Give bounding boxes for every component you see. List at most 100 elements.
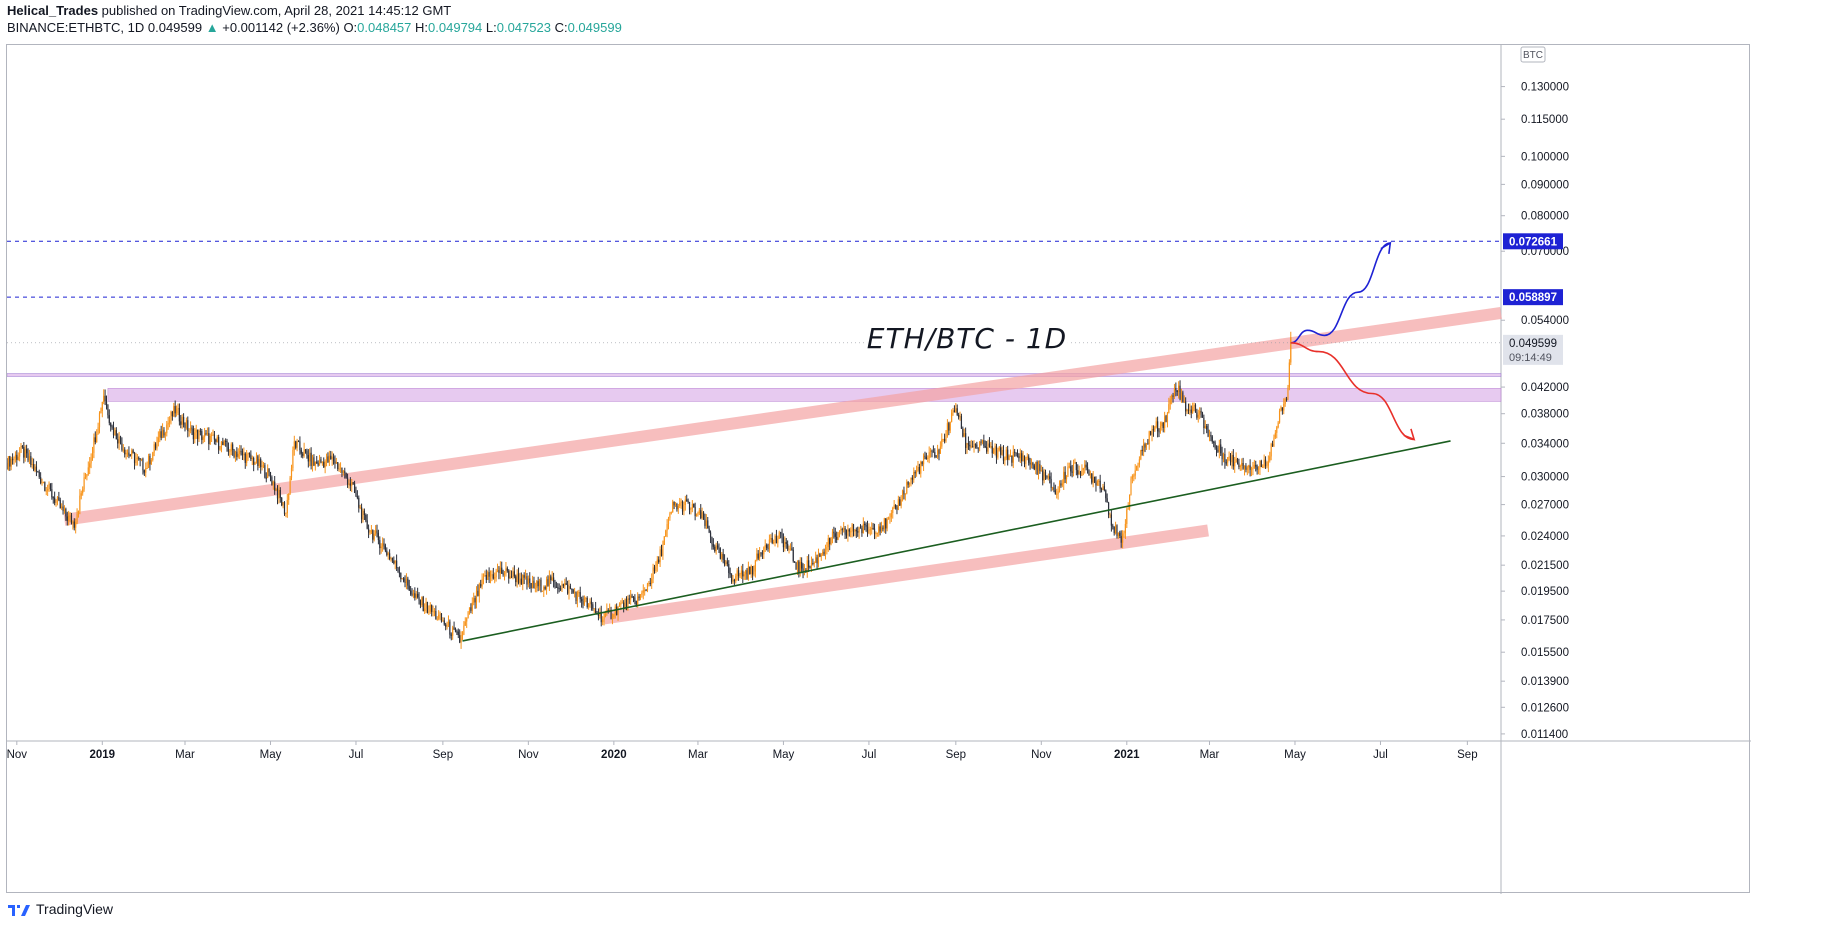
candle-body <box>981 440 984 443</box>
chart-pane[interactable]: ETH/BTC - 1D 0.011400 0.012600 0.013900 0.01… <box>6 44 1751 894</box>
candle-body <box>445 624 447 627</box>
candle-body <box>868 529 870 534</box>
candle-body <box>461 634 464 636</box>
candle-body <box>799 561 801 574</box>
candle-body <box>688 501 691 510</box>
candle-body <box>711 537 713 544</box>
candle-body <box>7 462 8 470</box>
price-value: 0.049599 <box>147 20 203 35</box>
candle-body <box>1186 409 1188 412</box>
candle-body <box>1252 468 1254 470</box>
price-chart[interactable]: ETH/BTC - 1D 0.011400 0.012600 0.013900 0.01… <box>7 45 1751 894</box>
candle-body <box>887 518 890 520</box>
candle-body <box>405 578 408 583</box>
candle-body <box>625 598 628 611</box>
candle-body <box>341 467 343 473</box>
footer-brand[interactable]: TradingView <box>7 901 113 917</box>
candle-body <box>72 521 74 524</box>
candle-body <box>517 573 520 583</box>
candle-body <box>382 543 384 547</box>
candle-body <box>415 593 417 598</box>
candle-body <box>1040 470 1042 472</box>
candle-body <box>810 563 813 568</box>
candle-body <box>489 575 492 577</box>
candle-body <box>862 523 864 534</box>
candle-body <box>642 590 644 593</box>
candle-body <box>778 532 780 539</box>
candle-body <box>816 557 818 564</box>
open-value: 0.048457 <box>357 20 412 35</box>
candle-body <box>564 583 566 587</box>
candle-body <box>683 504 685 512</box>
candle-body <box>941 439 943 447</box>
candle-body <box>583 598 586 605</box>
candle-body <box>12 458 14 461</box>
candle-body <box>1241 463 1243 467</box>
candle-body <box>131 450 133 456</box>
candle-body <box>644 590 646 592</box>
candle-body <box>1121 533 1124 543</box>
resistance-zone <box>107 388 1502 402</box>
candle-body <box>725 561 727 565</box>
close-value: 0.049599 <box>567 20 622 35</box>
x-tick-label: May <box>1284 749 1306 761</box>
candle-body <box>749 566 751 574</box>
candle-body <box>104 395 106 402</box>
candle-body <box>239 450 241 454</box>
low-label: L: <box>485 20 497 35</box>
candle-body <box>945 435 947 442</box>
candle-body <box>621 602 623 604</box>
candle-body <box>913 472 915 480</box>
candle-body <box>229 451 231 453</box>
candle-body <box>496 570 499 572</box>
candle-body <box>1065 475 1068 480</box>
published-text: published on TradingView.com, April 28, … <box>98 3 452 18</box>
candle-body <box>880 527 883 532</box>
candle-body <box>70 515 73 524</box>
candle-body <box>173 406 175 417</box>
candle-body <box>1215 448 1218 450</box>
countdown-label: 09:14:49 <box>1509 352 1552 364</box>
candle-body <box>89 463 91 468</box>
candle-body <box>963 433 965 437</box>
candle-body <box>1127 508 1129 510</box>
y-tick-label: 0.042000 <box>1521 382 1569 394</box>
candle-body <box>638 596 640 598</box>
candle-body <box>467 612 469 619</box>
chart-title-box <box>864 314 1070 363</box>
candle-body <box>267 468 269 478</box>
last-price-box <box>1503 334 1563 365</box>
candle-body <box>166 424 168 434</box>
author-name[interactable]: Helical_Trades <box>7 3 99 18</box>
candle-body <box>255 456 258 463</box>
candle-body <box>1095 482 1097 486</box>
candle-body <box>59 500 61 509</box>
candle-body <box>58 497 60 501</box>
candle-body <box>1199 410 1201 415</box>
candle-body <box>111 426 113 428</box>
candle-body <box>690 508 692 510</box>
candle-body <box>90 457 92 464</box>
candle-body <box>847 529 849 536</box>
candle-body <box>965 433 967 448</box>
candle-body <box>1037 464 1040 475</box>
candle-body <box>796 561 799 570</box>
candle-body <box>24 448 26 458</box>
candle-body <box>122 449 124 451</box>
candle-body <box>980 441 982 443</box>
candle-body <box>34 466 36 471</box>
candle-body <box>841 529 843 531</box>
candle-body <box>977 447 979 449</box>
candle-body <box>323 461 325 468</box>
candle-body <box>1022 455 1024 462</box>
candle-body <box>1123 532 1125 534</box>
candle-body <box>20 446 22 453</box>
candle-body <box>723 560 726 565</box>
candle-body <box>1016 452 1019 457</box>
candle-body <box>785 542 787 545</box>
candle-body <box>529 578 531 584</box>
candle-body <box>655 566 657 572</box>
candle-body <box>236 451 238 457</box>
x-tick-label: May <box>260 749 282 761</box>
candle-body <box>802 568 804 573</box>
